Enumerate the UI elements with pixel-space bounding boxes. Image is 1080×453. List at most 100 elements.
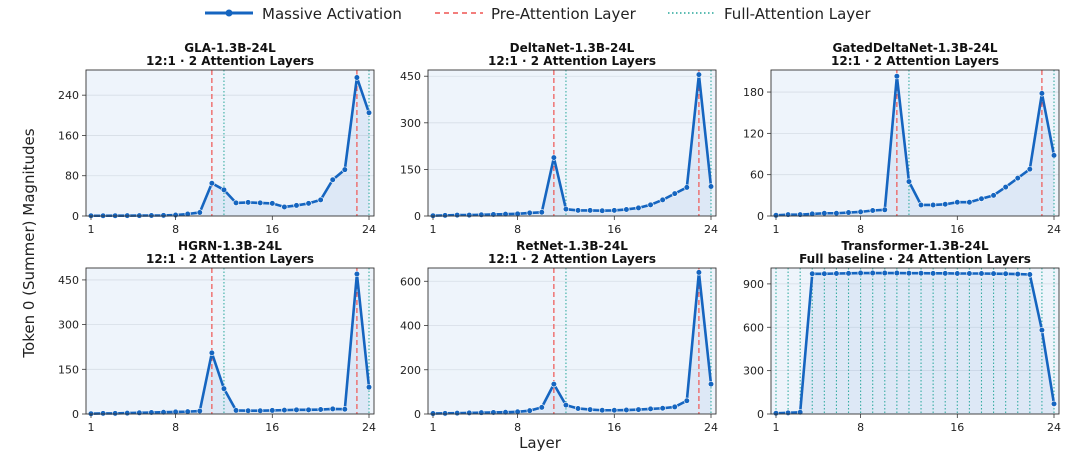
plot-frame [427, 69, 717, 217]
data-point [1050, 400, 1058, 407]
chart-title: GatedDeltaNet-1.3B-24L [832, 41, 997, 55]
plot-frame [85, 267, 375, 415]
data-point [281, 407, 288, 414]
data-point [160, 212, 167, 219]
legend-marker-massive [225, 9, 233, 17]
x-tick-label: 8 [857, 223, 864, 236]
data-point [1038, 90, 1046, 97]
x-tick-label: 8 [514, 223, 521, 236]
data-point [611, 207, 618, 214]
data-point [220, 186, 228, 193]
data-point [845, 270, 852, 277]
data-point [112, 410, 119, 417]
data-point [232, 199, 240, 207]
data-point [623, 406, 630, 414]
data-point [502, 211, 509, 218]
x-tick-label: 8 [172, 223, 179, 236]
data-point [317, 406, 324, 413]
chart-title: HGRN-1.3B-24L [178, 239, 282, 253]
y-tick-label: 120 [743, 127, 764, 140]
data-point [809, 270, 816, 277]
y-tick-label: 0 [414, 408, 421, 421]
legend-label-pre-attention: Pre-Attention Layer [491, 5, 637, 23]
data-point [893, 269, 900, 277]
data-point [966, 270, 973, 277]
y-tick-label: 300 [743, 365, 764, 378]
x-tick-label: 24 [704, 421, 718, 434]
data-point [587, 406, 594, 413]
x-tick-label: 1 [88, 223, 95, 236]
data-point [930, 201, 937, 209]
x-tick-label: 1 [88, 421, 95, 434]
data-point [1002, 183, 1009, 191]
x-tick-label: 8 [172, 421, 179, 434]
y-tick-label: 0 [72, 210, 79, 223]
x-tick-label: 1 [773, 421, 780, 434]
chart-title: DeltaNet-1.3B-24L [510, 41, 635, 55]
data-point [695, 71, 703, 78]
x-tick-label: 16 [265, 421, 279, 434]
x-tick-label: 1 [430, 421, 437, 434]
data-point [353, 270, 361, 278]
data-point [184, 210, 191, 218]
plot-background [771, 268, 1059, 414]
data-point [232, 407, 240, 414]
data-point [893, 73, 900, 80]
data-point [881, 269, 888, 277]
data-point [478, 211, 485, 218]
data-point [305, 406, 312, 413]
plot-background [86, 268, 374, 414]
plot-background [428, 70, 716, 216]
y-tick-label: 300 [400, 117, 421, 130]
y-tick-label: 900 [743, 278, 764, 291]
y-tick-label: 600 [400, 275, 421, 288]
data-point [550, 154, 557, 161]
y-tick-label: 80 [65, 170, 79, 183]
data-point [881, 206, 888, 213]
data-point [365, 109, 373, 116]
area-fill [433, 74, 711, 216]
x-axis-label: Layer [519, 434, 562, 452]
data-point [208, 180, 215, 187]
data-point [797, 211, 804, 218]
x-tick-label: 8 [514, 421, 521, 434]
data-point [917, 201, 925, 209]
data-point [707, 183, 715, 190]
data-point [978, 270, 985, 277]
data-point [454, 211, 461, 219]
data-point [857, 208, 864, 215]
data-point [990, 192, 997, 199]
y-tick-label: 160 [58, 129, 79, 142]
x-tick-label: 24 [1047, 421, 1061, 434]
data-point [942, 270, 949, 277]
data-point [281, 203, 288, 211]
data-point [293, 202, 300, 209]
plot-frame [427, 267, 717, 415]
data-point [538, 209, 545, 216]
y-tick-label: 0 [757, 408, 764, 421]
chart-title: GLA-1.3B-24L [184, 41, 276, 55]
x-tick-label: 24 [704, 223, 718, 236]
data-point [611, 407, 618, 414]
data-point [990, 270, 997, 277]
data-point [784, 409, 792, 416]
data-point [269, 407, 276, 414]
y-tick-label: 60 [750, 169, 764, 182]
data-point [317, 196, 324, 203]
data-point [208, 349, 215, 357]
plot-frame [770, 69, 1060, 217]
data-point [917, 270, 925, 277]
data-point [293, 406, 300, 413]
data-point [538, 404, 545, 411]
data-point [466, 409, 473, 416]
data-point [683, 397, 690, 404]
data-point [329, 405, 336, 413]
data-point [245, 407, 252, 414]
data-point [220, 385, 228, 392]
data-point [954, 270, 961, 277]
data-point [707, 381, 715, 388]
data-point [99, 410, 107, 417]
y-tick-label: 180 [743, 86, 764, 99]
